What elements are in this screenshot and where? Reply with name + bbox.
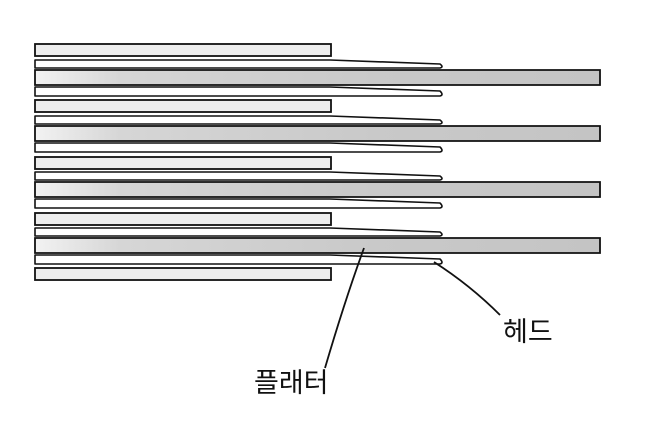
head-slider-lower xyxy=(34,86,443,97)
platter-5 xyxy=(34,267,332,281)
head-arm-group-3 xyxy=(34,171,601,209)
head-arm xyxy=(34,237,601,254)
head-arm-group-2 xyxy=(34,115,601,153)
head-callout-line xyxy=(433,261,501,316)
head-slider-upper xyxy=(34,115,443,125)
head-slider-lower xyxy=(34,254,443,265)
platter-callout-line xyxy=(324,247,365,369)
head-arm xyxy=(34,125,601,142)
platter-label: 플래터 xyxy=(254,368,329,399)
platter-3 xyxy=(34,156,332,170)
platter-stack xyxy=(34,43,332,281)
platter-4 xyxy=(34,212,332,226)
head-arm xyxy=(34,181,601,198)
head-label: 헤드 xyxy=(503,317,553,348)
head-slider-lower xyxy=(34,142,443,153)
platter-1 xyxy=(34,43,332,57)
head-slider-upper xyxy=(34,171,443,181)
head-arm xyxy=(34,69,601,86)
head-slider-upper xyxy=(34,227,443,237)
platter-2 xyxy=(34,99,332,113)
head-arm-group-1 xyxy=(34,59,601,97)
head-slider-upper xyxy=(34,59,443,69)
head-arm-group-4 xyxy=(34,227,601,265)
head-slider-lower xyxy=(34,198,443,209)
